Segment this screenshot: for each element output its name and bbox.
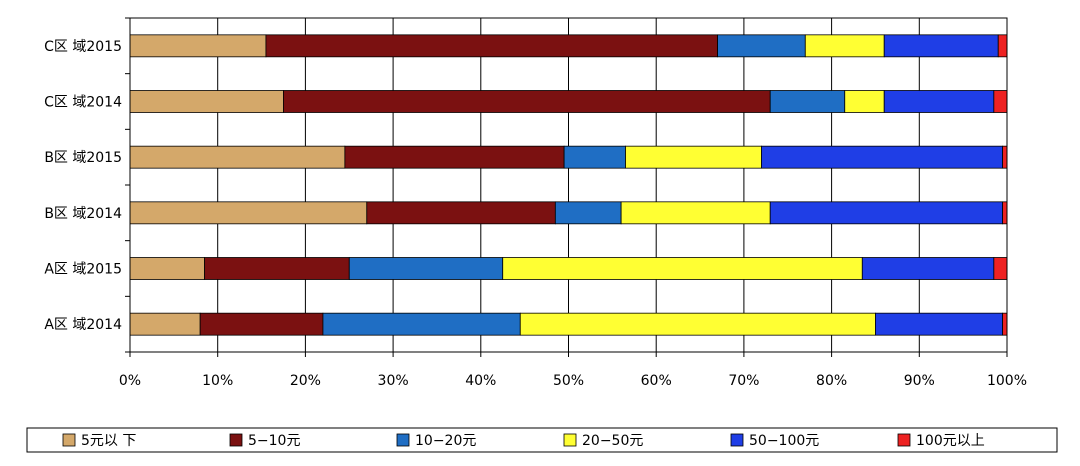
bar-3-series-5 xyxy=(761,145,1004,169)
legend-label-2: 5−10元 xyxy=(248,433,300,449)
bar-2-series-5 xyxy=(883,90,995,113)
legend-swatch-3 xyxy=(396,433,410,447)
legend-swatch-6 xyxy=(897,433,911,447)
x-tick-label: 90% xyxy=(904,373,935,389)
x-tick-label: 80% xyxy=(816,373,847,389)
bar-2-series-6 xyxy=(993,90,1008,113)
x-tick-label: 10% xyxy=(202,373,233,389)
y-category-label: B区 域2015 xyxy=(44,150,122,166)
bar-2-series-4 xyxy=(844,90,885,113)
bar-1-series-6 xyxy=(997,34,1008,58)
bar-4-series-1 xyxy=(129,201,368,225)
legend: 5元以 下 5−10元 10−20元 20−50元 50−100元 100元以上 xyxy=(26,427,1058,453)
bar-5-series-5 xyxy=(861,257,995,280)
bar-6-series-6 xyxy=(1002,312,1008,336)
legend-label-3: 10−20元 xyxy=(415,433,476,449)
bar-6-series-4 xyxy=(519,312,876,336)
bar-4-series-5 xyxy=(769,201,1004,225)
legend-label-1: 5元以 下 xyxy=(81,433,136,449)
bar-3-series-1 xyxy=(129,145,346,169)
bar-4-series-3 xyxy=(554,201,622,225)
bar-1-series-2 xyxy=(265,34,718,58)
bar-5-series-4 xyxy=(502,257,863,280)
bar-1-series-1 xyxy=(129,34,267,58)
legend-swatch-1 xyxy=(62,433,76,447)
grid-lines xyxy=(129,18,1008,352)
bar-3-series-3 xyxy=(563,145,626,169)
bar-1-series-3 xyxy=(717,34,806,58)
x-tick-label: 20% xyxy=(290,373,321,389)
legend-label-5: 50−100元 xyxy=(749,433,819,449)
x-tick-label: 50% xyxy=(553,373,584,389)
bar-5-series-6 xyxy=(993,257,1008,280)
y-category-label: A区 域2014 xyxy=(44,317,122,333)
bar-2-series-2 xyxy=(283,90,771,113)
x-tick-label: 70% xyxy=(728,373,759,389)
bar-1-series-4 xyxy=(804,34,885,58)
legend-swatch-5 xyxy=(730,433,744,447)
bar-2-series-3 xyxy=(769,90,846,113)
bar-4-series-6 xyxy=(1002,201,1008,225)
x-tick-label: 40% xyxy=(465,373,496,389)
bar-4-series-4 xyxy=(620,201,771,225)
bar-3-series-2 xyxy=(344,145,565,169)
bar-5-series-1 xyxy=(129,257,205,280)
y-category-label: C区 域2014 xyxy=(44,95,122,111)
y-category-label: C区 域2015 xyxy=(44,39,122,55)
bar-3-series-4 xyxy=(625,145,762,169)
bar-5-series-2 xyxy=(204,257,350,280)
x-tick-label: 0% xyxy=(119,373,141,389)
x-tick-label: 100% xyxy=(987,373,1027,389)
y-axis-labels: C区 域2015 C区 域2014 B区 域2015 B区 域2014 A区 域2015… xyxy=(44,39,122,333)
bar-5-series-3 xyxy=(348,257,504,280)
bar-1-series-5 xyxy=(883,34,999,58)
legend-box xyxy=(26,427,1058,453)
x-tick-label: 60% xyxy=(641,373,672,389)
y-category-label: B区 域2014 xyxy=(44,206,122,222)
legend-swatch-4 xyxy=(563,433,577,447)
bar-4-series-2 xyxy=(366,201,556,225)
bar-6-series-1 xyxy=(129,312,201,336)
axes xyxy=(125,17,1008,357)
legend-label-6: 100元以上 xyxy=(916,433,985,449)
legend-label-4: 20−50元 xyxy=(582,433,643,449)
bars xyxy=(129,34,1008,336)
legend-swatch-2 xyxy=(229,433,243,447)
bar-6-series-3 xyxy=(322,312,521,336)
x-tick-label: 30% xyxy=(378,373,409,389)
bar-3-series-6 xyxy=(1002,145,1008,169)
y-category-label: A区 域2015 xyxy=(44,262,122,278)
bar-2-series-1 xyxy=(129,90,284,113)
x-axis-tick-labels: 0% 10% 20% 30% 40% 50% 60% 70% 80% 90% 100% xyxy=(119,373,1027,389)
bar-6-series-5 xyxy=(875,312,1004,336)
bar-6-series-2 xyxy=(199,312,324,336)
